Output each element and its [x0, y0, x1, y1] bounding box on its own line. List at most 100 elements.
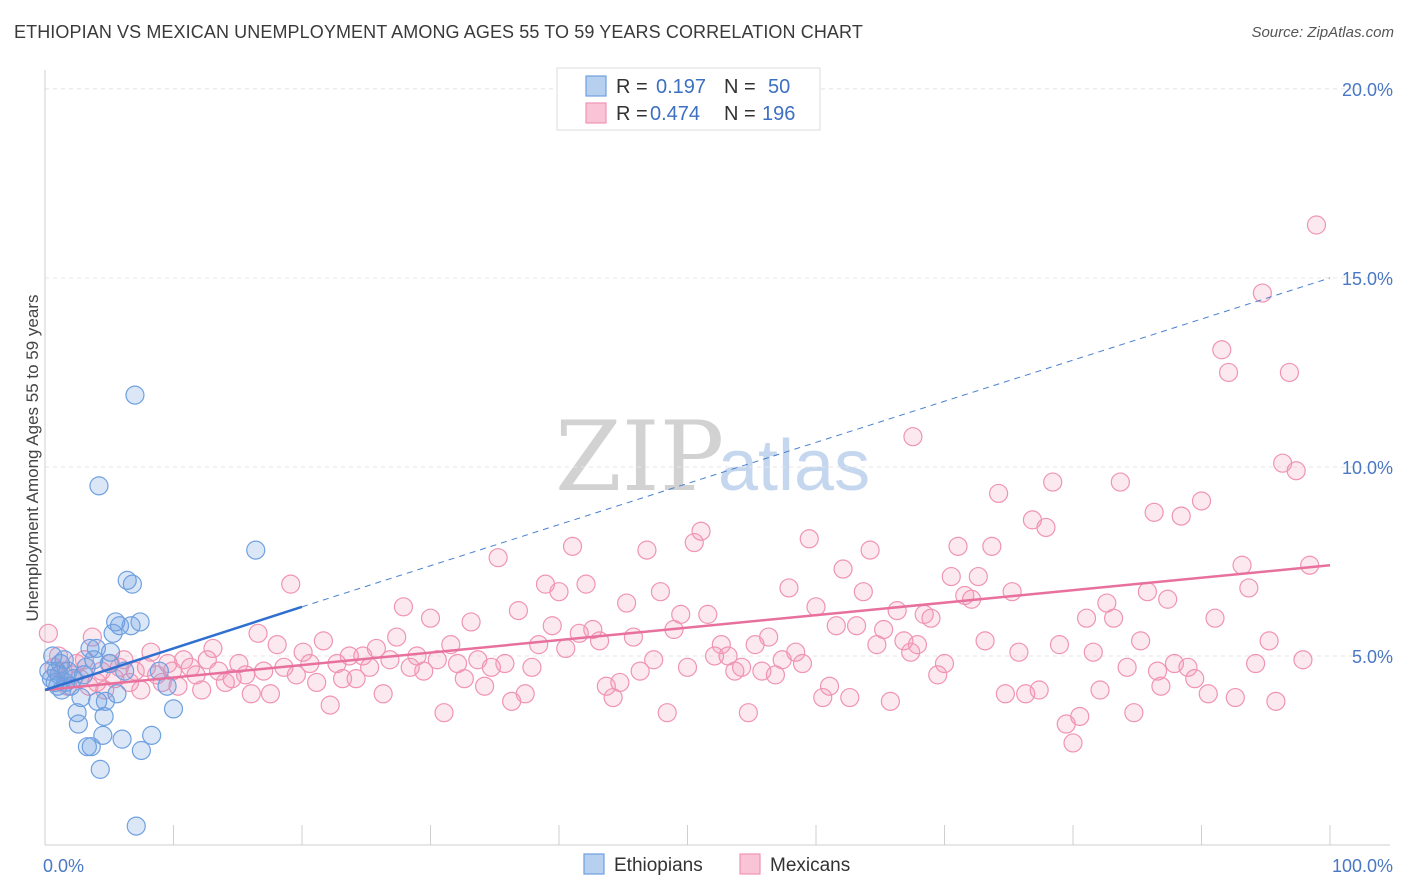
mexicans-point	[1083, 642, 1103, 662]
ethiopians-point	[89, 476, 109, 496]
mexicans-point	[921, 608, 941, 628]
mexicans-point	[1212, 340, 1232, 360]
ethiopians-points	[39, 385, 266, 836]
mexicans-point	[1049, 635, 1070, 655]
mexicans-point	[529, 635, 549, 655]
ethiopians-point	[109, 616, 130, 636]
mexicans-point	[846, 616, 867, 636]
mexicans-point	[1076, 608, 1097, 628]
mexicans-point	[1063, 733, 1083, 753]
mexicans-point	[229, 653, 249, 674]
mexicans-point	[819, 676, 840, 696]
mexicans-point	[779, 578, 799, 598]
mexicans-point	[174, 650, 194, 670]
mexicans-point	[1205, 608, 1225, 628]
mexicans-point	[434, 703, 454, 723]
mexicans-point	[934, 653, 955, 674]
legend-ethiopians-r-value: 0.197	[656, 76, 706, 98]
mexicans-point	[307, 672, 327, 693]
mexicans-point	[975, 631, 995, 651]
mexicans-point	[610, 672, 630, 693]
mexicans-point	[1306, 215, 1327, 235]
series-legend: Ethiopians Mexicans	[583, 853, 850, 876]
trend-lines	[44, 277, 1331, 692]
mexicans-point	[684, 532, 704, 553]
mexicans-point	[671, 604, 691, 624]
mexicans-point	[1198, 684, 1218, 704]
ethiopians-point	[103, 623, 123, 643]
ethiopians-trend-line	[44, 605, 303, 692]
ethiopians-point	[126, 816, 146, 836]
mexicans-point	[313, 631, 334, 651]
legend-mexicans-r-label: R =	[616, 103, 648, 125]
ethiopians-point	[246, 540, 266, 560]
mexicans-point	[644, 650, 664, 670]
axes	[44, 70, 1390, 846]
y-tick-label: 10.0%	[1342, 458, 1393, 478]
legend-ethiopians-r-label: R =	[616, 76, 648, 98]
mexicans-point	[617, 593, 637, 613]
mexicans-point	[1144, 502, 1164, 522]
mexicans-point	[677, 657, 698, 677]
mexicans-point	[162, 661, 182, 681]
mexicans-point	[192, 680, 212, 700]
mexicans-point	[346, 669, 366, 689]
mexicans-point	[82, 627, 102, 647]
mexicans-point	[691, 521, 711, 541]
mexicans-point	[542, 616, 562, 636]
mexicans-point	[241, 684, 261, 704]
mexicans-point	[1252, 283, 1272, 303]
mexicans-point	[623, 627, 643, 647]
bottom-legend-mexicans: Mexicans	[770, 855, 850, 876]
ethiopians-point	[90, 759, 110, 779]
mexicans-point	[968, 566, 988, 587]
mexicans-point	[806, 597, 826, 617]
x-tick-labels: 0.0% 100.0%	[43, 856, 1393, 876]
mexicans-point	[1171, 506, 1191, 526]
mexicans-point	[1178, 657, 1198, 677]
ethiopians-point	[94, 706, 114, 727]
mexicans-point	[583, 619, 603, 640]
mexicans-point	[833, 559, 853, 579]
mexicans-point	[549, 582, 569, 602]
mexicans-point	[332, 669, 353, 689]
mexicans-point	[941, 566, 961, 587]
ethiopians-point	[163, 699, 184, 719]
mexicans-point	[461, 612, 481, 632]
ethiopians-point	[131, 740, 151, 761]
mexicans-point	[1110, 472, 1130, 492]
watermark-zip: ZIP	[555, 401, 724, 513]
mexicans-point	[393, 597, 414, 617]
bottom-legend-swatch-mexicans	[739, 853, 761, 875]
y-axis-label: Unemployment Among Ages 55 to 59 years	[23, 295, 42, 622]
mexicans-point	[1286, 461, 1306, 481]
mexicans-point	[928, 665, 948, 685]
mexicans-point	[48, 646, 69, 666]
gridlines	[45, 88, 1390, 657]
legend-mexicans-n-label: N =	[724, 103, 756, 125]
mexicans-point	[373, 684, 393, 704]
mexicans-point	[508, 601, 529, 621]
ethiopians-point	[142, 725, 162, 745]
mexicans-point	[826, 616, 846, 636]
mexicans-point	[267, 635, 287, 655]
mexicans-point	[1246, 653, 1266, 674]
mexicans-point	[1293, 650, 1313, 670]
mexicans-point	[387, 627, 407, 647]
mexicans-point	[786, 642, 806, 662]
mexicans-point	[711, 635, 731, 655]
ethiopians-point	[112, 729, 132, 749]
mexicans-point	[1225, 687, 1245, 708]
mexicans-point	[903, 427, 923, 447]
mexicans-point	[1151, 676, 1171, 696]
mexicans-point	[799, 529, 819, 549]
legend-swatch-mexicans	[585, 102, 607, 124]
mexicans-point	[414, 661, 434, 681]
mexicans-points	[38, 215, 1327, 753]
mexicans-point	[1147, 661, 1168, 681]
mexicans-point	[698, 604, 718, 624]
mexicans-point	[657, 703, 677, 723]
y-tick-label: 15.0%	[1342, 269, 1393, 289]
ethiopians-point	[81, 737, 101, 757]
ethiopians-point	[71, 687, 91, 708]
